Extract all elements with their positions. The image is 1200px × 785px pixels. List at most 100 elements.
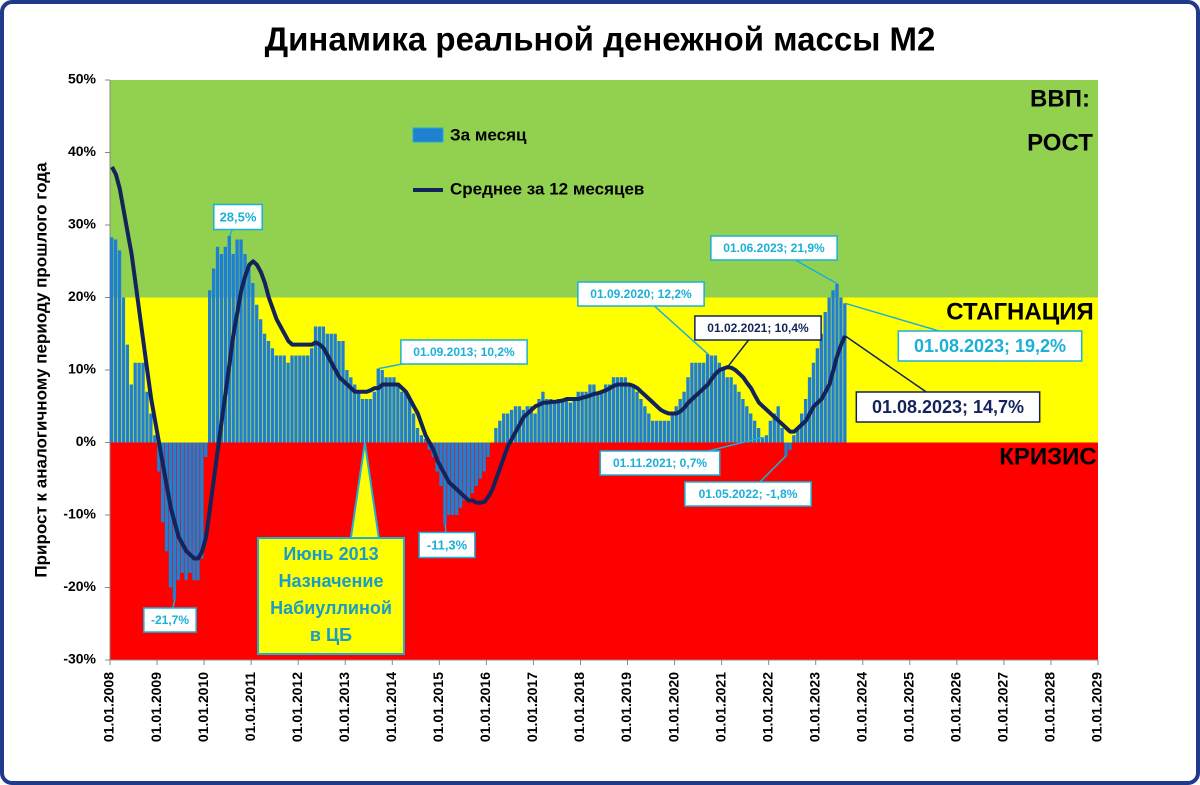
bar <box>192 442 196 581</box>
bar <box>564 399 569 443</box>
bar <box>823 312 827 443</box>
bar <box>129 384 133 443</box>
bar <box>619 377 624 443</box>
bar <box>521 409 525 443</box>
x-tick-label: 01.01.2020 <box>665 672 681 742</box>
bar <box>145 391 149 443</box>
bar <box>141 362 145 443</box>
bar <box>674 406 678 443</box>
bar <box>349 377 353 443</box>
bar <box>678 399 682 443</box>
bar <box>117 250 122 443</box>
bar <box>639 399 643 443</box>
annotation-label: 28,5% <box>220 209 257 224</box>
bar <box>149 413 153 443</box>
bar <box>372 391 377 443</box>
bar <box>752 420 757 443</box>
x-tick-label: 01.01.2024 <box>853 672 869 742</box>
bar <box>623 377 627 443</box>
bar <box>345 370 349 443</box>
bar <box>227 235 231 443</box>
bar <box>772 413 776 443</box>
bar <box>666 420 671 443</box>
bar <box>321 326 326 443</box>
bar <box>215 246 220 443</box>
line <box>110 166 847 561</box>
annotation-label: 01.09.2013; 10,2% <box>413 345 515 359</box>
bar <box>553 402 557 443</box>
legend-swatch <box>412 127 444 143</box>
bar <box>796 428 800 443</box>
bar <box>196 442 200 581</box>
annotation-box <box>418 531 476 559</box>
y-axis-label: Прирост к аналогичному периоду прошлого … <box>31 162 50 578</box>
bar <box>357 391 361 443</box>
legend-label: Среднее за 12 месяцев <box>450 179 644 198</box>
note-label: Июнь 2013 <box>283 544 378 564</box>
x-tick-label: 01.01.2023 <box>806 672 822 742</box>
bar <box>600 391 604 443</box>
bar <box>298 355 302 443</box>
note-label: Набиуллиной <box>270 598 392 618</box>
annotation-label: 01.05.2022; -1,8% <box>699 487 798 501</box>
bar <box>474 442 478 486</box>
bar <box>137 362 141 443</box>
bar <box>654 420 659 443</box>
bar <box>800 413 804 443</box>
bar <box>443 442 447 525</box>
bar <box>749 413 753 443</box>
bar <box>745 406 749 443</box>
x-tick-label: 01.01.2019 <box>618 672 634 742</box>
annotation-box <box>684 481 812 507</box>
bar <box>404 391 408 443</box>
x-tick-label: 01.01.2014 <box>383 672 399 742</box>
bar <box>568 402 573 443</box>
bar <box>113 239 118 443</box>
bar <box>160 442 165 523</box>
x-tick-label: 01.01.2029 <box>1089 672 1105 742</box>
bar <box>302 355 306 443</box>
annotation-box <box>143 607 197 633</box>
band-label: РОСТ <box>1027 129 1093 156</box>
bar <box>643 406 647 443</box>
annotation-label: 01.02.2021; 10,4% <box>707 321 809 335</box>
y-tick-label: 10% <box>68 361 97 377</box>
bar <box>462 442 467 501</box>
bar <box>219 254 224 443</box>
legend-label: За месяц <box>450 125 527 144</box>
x-tick-label: 01.01.2017 <box>524 672 540 742</box>
bar <box>451 442 455 515</box>
annotation-box <box>577 281 705 307</box>
bar <box>121 297 126 443</box>
annotation-label: 01.08.2023; 19,2% <box>914 336 1066 356</box>
bar <box>505 413 510 443</box>
bar <box>698 362 702 443</box>
bar <box>647 413 651 443</box>
bar <box>709 355 714 443</box>
bar <box>611 377 616 443</box>
bar <box>788 442 792 450</box>
annotation-box <box>599 450 721 476</box>
band-label: СТАГНАЦИЯ <box>946 298 1094 325</box>
bar <box>737 391 741 443</box>
annotation-box <box>855 391 1041 423</box>
bar <box>266 341 271 443</box>
bar <box>839 297 843 443</box>
bar <box>725 377 729 443</box>
bar <box>635 391 639 443</box>
bar <box>572 399 576 443</box>
bar <box>627 384 631 443</box>
bar <box>243 254 247 443</box>
note-pointer <box>349 442 380 539</box>
x-tick-label: 01.01.2028 <box>1042 672 1058 742</box>
bar <box>792 435 796 443</box>
x-tick-label: 01.01.2015 <box>430 672 446 742</box>
bar <box>458 442 463 508</box>
bar <box>760 437 765 443</box>
bar <box>419 435 424 443</box>
bar <box>278 355 282 443</box>
x-tick-label: 01.01.2025 <box>901 672 917 742</box>
bar <box>549 399 553 443</box>
bar <box>768 420 772 443</box>
bar <box>153 435 157 443</box>
